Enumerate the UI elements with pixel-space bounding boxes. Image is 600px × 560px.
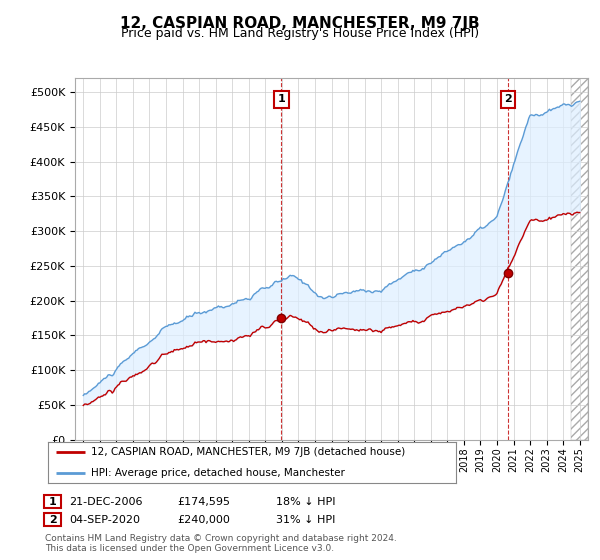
Text: 12, CASPIAN ROAD, MANCHESTER, M9 7JB (detached house): 12, CASPIAN ROAD, MANCHESTER, M9 7JB (de… (91, 447, 405, 458)
Text: Contains HM Land Registry data © Crown copyright and database right 2024.
This d: Contains HM Land Registry data © Crown c… (45, 534, 397, 553)
Text: 1: 1 (49, 497, 56, 507)
Text: £174,595: £174,595 (177, 497, 230, 507)
Text: 1: 1 (277, 94, 285, 104)
Text: Price paid vs. HM Land Registry's House Price Index (HPI): Price paid vs. HM Land Registry's House … (121, 27, 479, 40)
Text: 04-SEP-2020: 04-SEP-2020 (69, 515, 140, 525)
Text: 2: 2 (504, 94, 512, 104)
Text: £240,000: £240,000 (177, 515, 230, 525)
Text: 2: 2 (49, 515, 56, 525)
Text: HPI: Average price, detached house, Manchester: HPI: Average price, detached house, Manc… (91, 468, 345, 478)
Text: 21-DEC-2006: 21-DEC-2006 (69, 497, 143, 507)
Text: 18% ↓ HPI: 18% ↓ HPI (276, 497, 335, 507)
Text: 12, CASPIAN ROAD, MANCHESTER, M9 7JB: 12, CASPIAN ROAD, MANCHESTER, M9 7JB (120, 16, 480, 31)
Text: 31% ↓ HPI: 31% ↓ HPI (276, 515, 335, 525)
